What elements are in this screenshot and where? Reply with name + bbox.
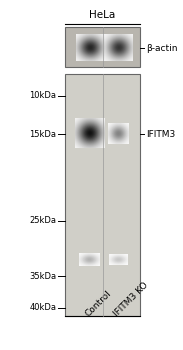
Text: 15kDa: 15kDa [29, 130, 56, 139]
Text: 35kDa: 35kDa [29, 272, 56, 281]
Text: IFITM3: IFITM3 [146, 130, 176, 139]
Text: 25kDa: 25kDa [29, 216, 56, 225]
Text: 10kDa: 10kDa [29, 91, 56, 100]
Text: β-actin: β-actin [146, 44, 178, 53]
Bar [66, 27, 140, 67]
Text: Control: Control [83, 289, 113, 318]
Text: HeLa: HeLa [89, 10, 116, 20]
Text: 40kDa: 40kDa [29, 303, 56, 312]
Text: IFITM3 KO: IFITM3 KO [112, 281, 150, 318]
Bar [66, 74, 140, 316]
